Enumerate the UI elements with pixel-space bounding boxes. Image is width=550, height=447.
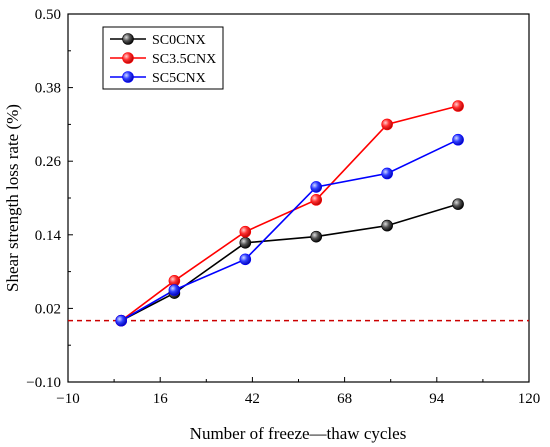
x-tick-label: 94 [429, 391, 445, 407]
series-line [120, 138, 459, 322]
legend-marker [122, 71, 134, 83]
legend-label: SC5CNX [152, 71, 206, 86]
data-point [381, 167, 393, 180]
y-tick-label: 0.50 [35, 7, 61, 23]
y-tick-label: 0.26 [35, 154, 62, 170]
y-tick-label: −0.10 [26, 375, 61, 391]
data-point [452, 133, 464, 146]
data-point [115, 314, 127, 327]
data-point [239, 236, 252, 249]
y-axis-ticks: −0.10 0.02 0.14 0.26 0.38 0.50 [26, 7, 73, 391]
series-layer [115, 100, 464, 327]
series-line [120, 105, 459, 322]
x-tick-label: 120 [518, 391, 541, 407]
data-point [381, 118, 393, 131]
x-tick-label: 42 [245, 391, 260, 407]
data-point [452, 100, 464, 112]
legend-label: SC3.5CNX [152, 52, 216, 67]
data-point [310, 181, 323, 193]
series-line [120, 203, 459, 322]
legend-marker [122, 33, 134, 45]
y-tick-label: 0.14 [35, 228, 62, 244]
data-point [310, 194, 323, 206]
data-point [239, 253, 252, 266]
data-point [168, 284, 181, 296]
x-axis-ticks: −10 16 42 68 94 120 [56, 377, 540, 407]
data-point [381, 219, 393, 232]
legend-marker [122, 52, 134, 64]
y-tick-label: 0.02 [35, 301, 61, 317]
legend: SC0CNX SC3.5CNX SC5CNX [102, 26, 224, 90]
data-point [310, 230, 323, 243]
y-axis-title: Shear strength loss rate (%) [3, 104, 22, 292]
y-tick-label: 0.38 [35, 81, 61, 97]
data-point [452, 198, 464, 210]
x-tick-label: 68 [337, 391, 352, 407]
x-tick-label: −10 [56, 391, 79, 407]
legend-label: SC0CNX [152, 33, 206, 48]
x-tick-label: 16 [153, 391, 169, 407]
data-point [239, 225, 252, 238]
x-axis-title: Number of freeze—thaw cycles [190, 424, 407, 443]
